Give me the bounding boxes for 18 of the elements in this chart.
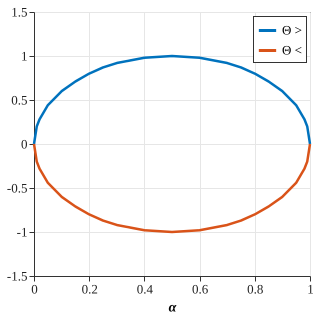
y-tick-label: -0.5: [6, 180, 28, 196]
y-tick-label: -1: [16, 224, 28, 240]
line-series: [32, 54, 312, 146]
legend-label: Θ >: [282, 22, 302, 38]
line-series: [32, 142, 312, 234]
y-tick-label: 0: [21, 136, 28, 152]
x-tick-label: 0.8: [247, 282, 264, 296]
x-tick-label: 0.6: [192, 282, 209, 296]
legend-label: Θ <: [282, 42, 302, 58]
y-tick-label: -1.5: [6, 268, 28, 284]
x-axis-title: α: [168, 300, 177, 316]
x-tick-label: 1: [307, 282, 314, 296]
y-tick-label: 1: [21, 48, 28, 64]
x-tick-label: 0.2: [82, 282, 98, 296]
y-tick-label: 0.5: [11, 92, 28, 108]
x-tick-label: 0.4: [136, 282, 154, 296]
x-tick-label: 0: [31, 282, 38, 296]
y-tick-label: 1.5: [11, 4, 28, 20]
